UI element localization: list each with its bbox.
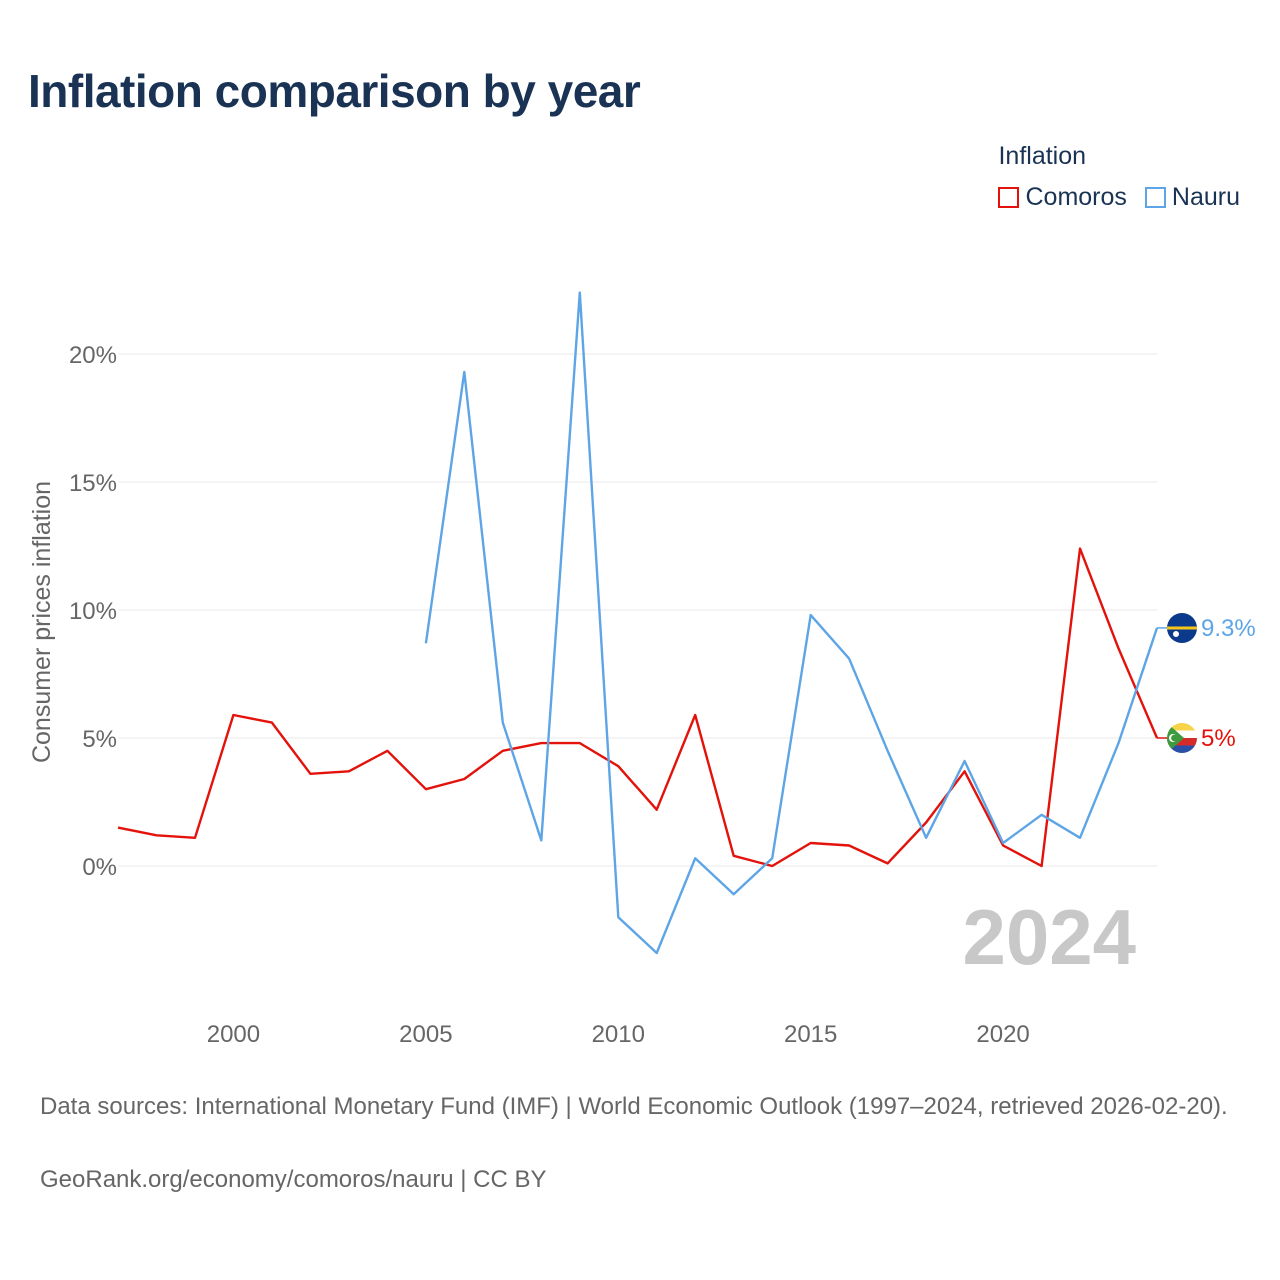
- nauru-flag-icon: [1167, 613, 1197, 643]
- legend-swatch-comoros: [998, 187, 1020, 208]
- y-axis-ticks: 0% 5% 10% 15% 20%: [69, 342, 117, 881]
- y-tick-label: 5%: [82, 726, 117, 753]
- y-tick-label: 15%: [69, 470, 117, 497]
- series-lines: 5% 9.3%: [117, 291, 1256, 955]
- end-markers: [1167, 613, 1197, 753]
- y-tick-label: 10%: [69, 598, 117, 625]
- legend-label-comoros: Comoros: [1025, 183, 1127, 211]
- chart-title: Inflation comparison by year: [28, 65, 641, 117]
- legend-label-nauru: Nauru: [1171, 183, 1240, 211]
- y-tick-label: 0%: [82, 854, 117, 881]
- year-watermark: 2024: [962, 893, 1136, 981]
- legend-title: Inflation: [998, 142, 1087, 170]
- comoros-flag-icon: [1167, 723, 1197, 753]
- credit-link[interactable]: GeoRank.org/economy/comoros/nauru | CC B…: [40, 1166, 547, 1193]
- x-tick-label: 2005: [399, 1021, 452, 1048]
- series-line-nauru: [424, 291, 1159, 955]
- x-tick-label: 2015: [784, 1021, 837, 1048]
- legend-swatch-nauru: [1144, 187, 1166, 208]
- x-tick-label: 2000: [207, 1021, 260, 1048]
- grid-lines: [118, 353, 1157, 867]
- legend-item-nauru[interactable]: Nauru: [1144, 183, 1240, 212]
- x-axis-ticks: 2000 2005 2010 2015 2020: [207, 1021, 1030, 1048]
- x-tick-label: 2010: [592, 1021, 645, 1048]
- y-axis-label: Consumer prices inflation: [28, 481, 56, 763]
- data-source-note: Data sources: International Monetary Fun…: [40, 1093, 1228, 1120]
- y-tick-label: 20%: [69, 342, 117, 369]
- legend: Inflation Comoros Nauru: [998, 142, 1240, 212]
- series-line-comoros: [117, 547, 1159, 868]
- end-label-comoros: 5%: [1201, 725, 1236, 752]
- legend-item-comoros[interactable]: Comoros: [998, 183, 1127, 212]
- x-tick-label: 2020: [976, 1021, 1029, 1048]
- line-chart: 0% 5% 10% 15% 20% 2000 2005 2010 2015 2020 Consu…: [28, 291, 1256, 1048]
- end-label-nauru: 9.3%: [1201, 615, 1256, 642]
